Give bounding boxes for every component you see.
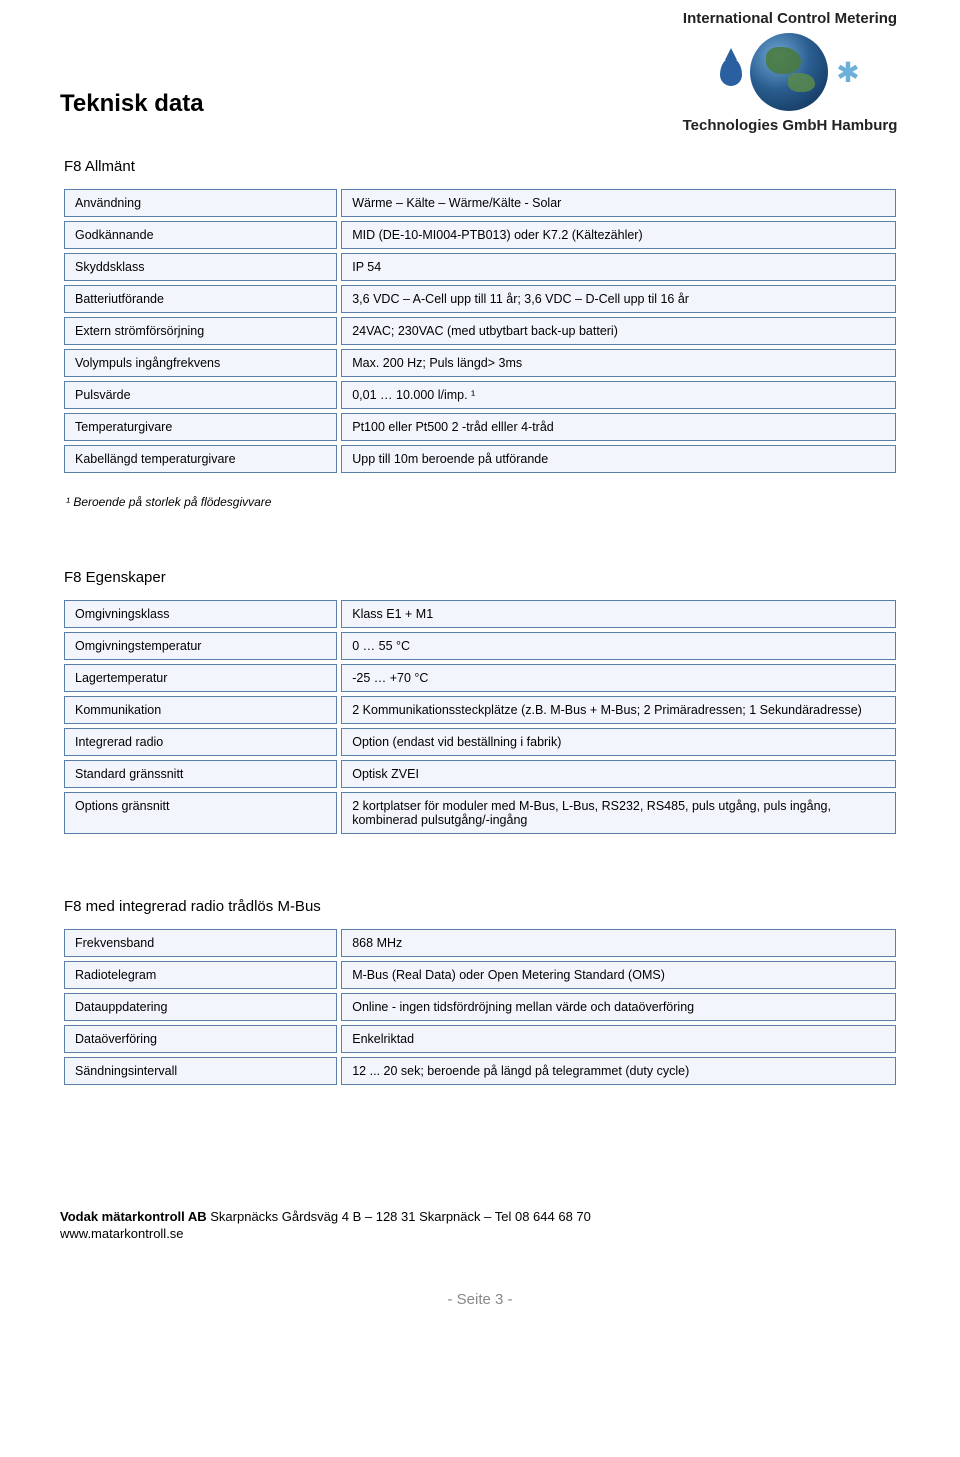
spec-key: Kommunikation (64, 696, 337, 724)
table-row: Integrerad radioOption (endast vid bestä… (64, 728, 896, 756)
page-content: Teknisk data F8 Allmänt AnvändningWärme … (0, 0, 960, 1129)
spec-key: Kabellängd temperaturgivare (64, 445, 337, 473)
snowflake-icon: ✱ (836, 56, 859, 89)
spec-value: 2 Kommunikationssteckplätze (z.B. M-Bus … (341, 696, 896, 724)
section-label-radio: F8 med integrerad radio trådlös M-Bus (64, 898, 900, 915)
spec-value: Pt100 eller Pt500 2 -tråd elller 4-tråd (341, 413, 896, 441)
spec-key: Dataöverföring (64, 1025, 337, 1053)
spec-key: Batteriutförande (64, 285, 337, 313)
spec-value: Wärme – Kälte – Wärme/Kälte - Solar (341, 189, 896, 217)
spec-value: 0 … 55 °C (341, 632, 896, 660)
table-row: Batteriutförande3,6 VDC – A-Cell upp til… (64, 285, 896, 313)
spec-value: Online - ingen tidsfördröjning mellan vä… (341, 993, 896, 1021)
spec-table-general: AnvändningWärme – Kälte – Wärme/Kälte - … (60, 185, 900, 477)
spec-key: Options gränsnitt (64, 792, 337, 834)
spec-key: Integrerad radio (64, 728, 337, 756)
spec-table-radio: Frekvensband868 MHzRadiotelegramM-Bus (R… (60, 925, 900, 1089)
spec-key: Pulsvärde (64, 381, 337, 409)
footer-company: Vodak mätarkontroll AB Skarpnäcks Gårdsv… (60, 1209, 900, 1224)
spec-key: Godkännande (64, 221, 337, 249)
spec-value: Enkelriktad (341, 1025, 896, 1053)
spec-value: M-Bus (Real Data) oder Open Metering Sta… (341, 961, 896, 989)
table-row: Standard gränssnittOptisk ZVEI (64, 760, 896, 788)
spec-value: Optisk ZVEI (341, 760, 896, 788)
spec-value: 868 MHz (341, 929, 896, 957)
spec-value: 24VAC; 230VAC (med utbytbart back-up bat… (341, 317, 896, 345)
table-row: Options gränsnitt2 kortplatser för modul… (64, 792, 896, 834)
spec-key: Temperaturgivare (64, 413, 337, 441)
table-row: Lagertemperatur-25 … +70 °C (64, 664, 896, 692)
spec-key: Lagertemperatur (64, 664, 337, 692)
spec-value: IP 54 (341, 253, 896, 281)
table-row: Kabellängd temperaturgivareUpp till 10m … (64, 445, 896, 473)
spec-table-properties: OmgivningsklassKlass E1 + M1Omgivningste… (60, 596, 900, 838)
globe-icon (750, 33, 828, 111)
spec-value: MID (DE-10-MI004-PTB013) oder K7.2 (Kält… (341, 221, 896, 249)
spec-key: Standard gränssnitt (64, 760, 337, 788)
table-row: SkyddsklassIP 54 (64, 253, 896, 281)
spec-key: Omgivningsklass (64, 600, 337, 628)
table-row: Kommunikation2 Kommunikationssteckplätze… (64, 696, 896, 724)
spec-value: 3,6 VDC – A-Cell upp till 11 år; 3,6 VDC… (341, 285, 896, 313)
spec-value: Upp till 10m beroende på utförande (341, 445, 896, 473)
page-footer: Vodak mätarkontroll AB Skarpnäcks Gårdsv… (0, 1209, 960, 1271)
spec-value: 12 ... 20 sek; beroende på längd på tele… (341, 1057, 896, 1085)
spec-key: Användning (64, 189, 337, 217)
table-row: TemperaturgivarePt100 eller Pt500 2 -trå… (64, 413, 896, 441)
table-row: Extern strömförsörjning24VAC; 230VAC (me… (64, 317, 896, 345)
table-row: Sändningsintervall12 ... 20 sek; beroend… (64, 1057, 896, 1085)
table-row: Frekvensband868 MHz (64, 929, 896, 957)
table-row: Volympuls ingångfrekvensMax. 200 Hz; Pul… (64, 349, 896, 377)
table-row: Pulsvärde0,01 … 10.000 l/imp. ¹ (64, 381, 896, 409)
footer-company-name: Vodak mätarkontroll AB (60, 1209, 207, 1224)
spec-value: 0,01 … 10.000 l/imp. ¹ (341, 381, 896, 409)
table-row: OmgivningsklassKlass E1 + M1 (64, 600, 896, 628)
brand-line2: Technologies GmbH Hamburg (660, 117, 920, 134)
table-row: RadiotelegramM-Bus (Real Data) oder Open… (64, 961, 896, 989)
section-label-properties: F8 Egenskaper (64, 569, 900, 586)
table-row: DataöverföringEnkelriktad (64, 1025, 896, 1053)
spec-value: Max. 200 Hz; Puls längd> 3ms (341, 349, 896, 377)
footnote: ¹ Beroende på storlek på flödesgivvare (66, 495, 900, 509)
footer-website: www.matarkontroll.se (60, 1226, 900, 1241)
table-row: DatauppdateringOnline - ingen tidsfördrö… (64, 993, 896, 1021)
brand-icons: ✱ (660, 33, 920, 111)
spec-key: Datauppdatering (64, 993, 337, 1021)
spec-key: Volympuls ingångfrekvens (64, 349, 337, 377)
spec-value: Option (endast vid beställning i fabrik) (341, 728, 896, 756)
table-row: Omgivningstemperatur0 … 55 °C (64, 632, 896, 660)
footer-company-rest: Skarpnäcks Gårdsväg 4 B – 128 31 Skarpnä… (207, 1209, 591, 1224)
brand-header: International Control Metering ✱ Technol… (660, 10, 920, 134)
spec-key: Skyddsklass (64, 253, 337, 281)
spec-key: Omgivningstemperatur (64, 632, 337, 660)
spec-value: 2 kortplatser för moduler med M-Bus, L-B… (341, 792, 896, 834)
page-number: - Seite 3 - (0, 1291, 960, 1328)
spec-key: Frekvensband (64, 929, 337, 957)
spec-key: Radiotelegram (64, 961, 337, 989)
water-drop-icon (720, 58, 742, 86)
table-row: AnvändningWärme – Kälte – Wärme/Kälte - … (64, 189, 896, 217)
spec-key: Sändningsintervall (64, 1057, 337, 1085)
table-row: GodkännandeMID (DE-10-MI004-PTB013) oder… (64, 221, 896, 249)
spec-value: -25 … +70 °C (341, 664, 896, 692)
spec-key: Extern strömförsörjning (64, 317, 337, 345)
spec-value: Klass E1 + M1 (341, 600, 896, 628)
section-label-general: F8 Allmänt (64, 158, 900, 175)
brand-line1: International Control Metering (660, 10, 920, 27)
